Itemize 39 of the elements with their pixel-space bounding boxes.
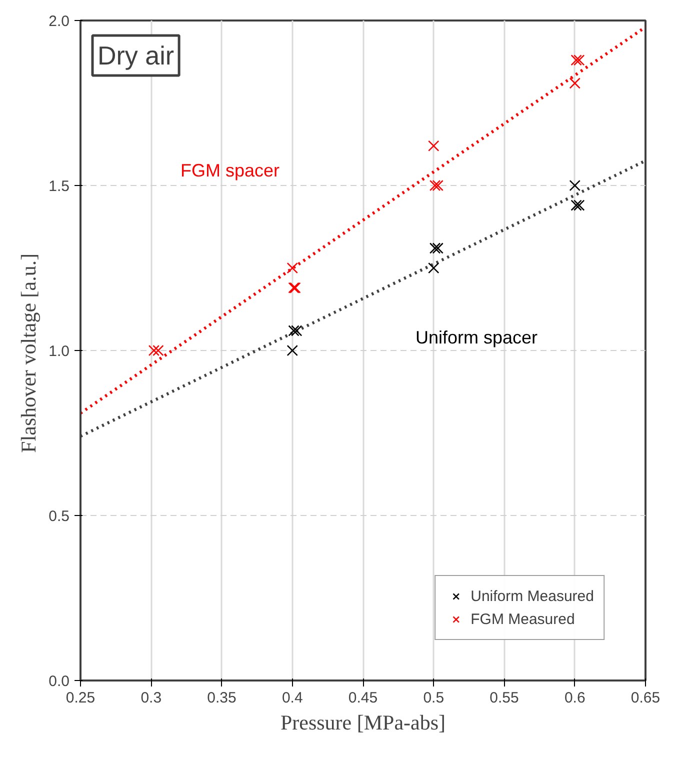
point: [429, 242, 441, 254]
point: [569, 180, 580, 192]
y-tick-label: 1.0: [48, 343, 70, 360]
point: [428, 262, 440, 274]
point: [432, 180, 444, 192]
x-tick-label: 0.4: [282, 690, 303, 706]
point: [286, 344, 298, 356]
legend-label: Uniform Measured: [470, 588, 594, 604]
y-axis-title: Flashover voltage [a.u.]: [16, 253, 41, 453]
x-tick-label: 0.5: [423, 690, 444, 706]
point: [569, 78, 580, 89]
annotation: Uniform spacer: [416, 328, 538, 348]
x-tick-label: 0.45: [348, 690, 378, 706]
point: [570, 54, 582, 66]
x-tick-label: 0.25: [66, 690, 96, 706]
point: [574, 54, 585, 66]
point: [428, 140, 440, 152]
y-tick-label: 2.0: [48, 13, 70, 30]
point: [570, 200, 582, 211]
y-tick-label: 1.5: [48, 178, 70, 195]
point: [288, 325, 300, 336]
x-tick-label: 0.6: [564, 690, 586, 706]
x-axis-title: Pressure [MPa-abs]: [280, 710, 446, 734]
point: [148, 344, 160, 356]
y-tick-label: 0.0: [48, 673, 70, 690]
x-tick-label: 0.65: [630, 690, 660, 706]
point: [574, 200, 585, 211]
point: [286, 262, 298, 274]
point: [152, 344, 164, 356]
x-tick-label: 0.55: [490, 690, 519, 706]
x-tick-label: 0.35: [207, 690, 236, 706]
y-tick-label: 0.5: [48, 508, 70, 525]
point: [432, 242, 444, 254]
x-tick-label: 0.3: [140, 690, 162, 706]
point: [429, 180, 441, 192]
annotation: Dry air: [98, 40, 174, 70]
point: [291, 325, 302, 336]
legend-label: FGM Measured: [470, 610, 575, 628]
annotation: FGM spacer: [180, 160, 280, 180]
